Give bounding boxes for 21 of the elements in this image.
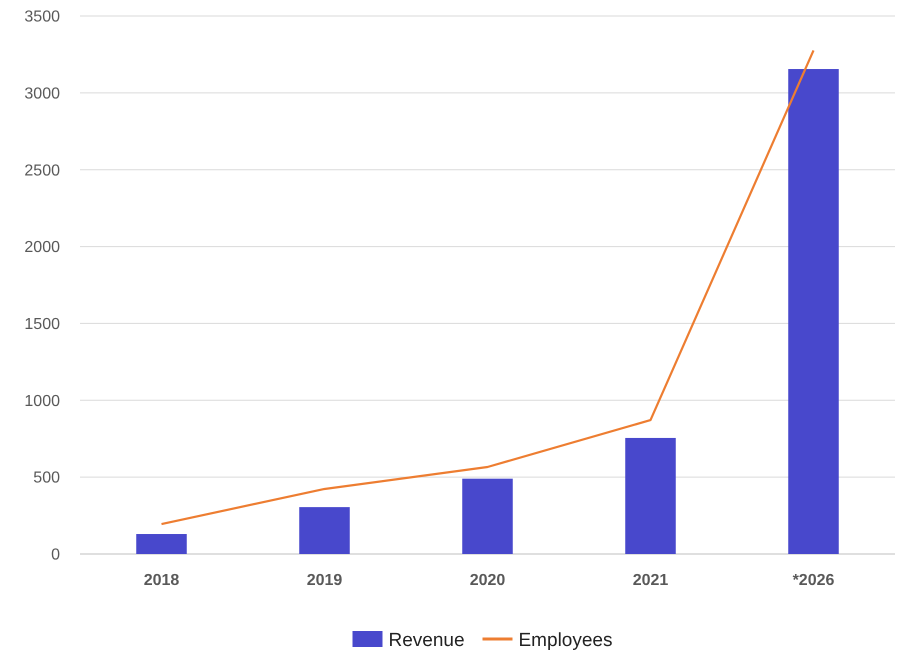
bar bbox=[788, 69, 839, 554]
bar bbox=[625, 438, 676, 554]
line-series bbox=[160, 49, 815, 526]
y-tick-label: 0 bbox=[51, 546, 60, 564]
bar bbox=[462, 478, 513, 554]
y-tick-label: 3500 bbox=[24, 8, 60, 26]
legend-label: Employees bbox=[518, 630, 612, 651]
y-tick-label: 500 bbox=[33, 470, 60, 487]
bar bbox=[136, 534, 187, 554]
y-tick-label: 2500 bbox=[24, 162, 60, 180]
x-tick-label: 2018 bbox=[144, 572, 180, 589]
y-tick-label: 2000 bbox=[24, 239, 60, 256]
x-tick-label: 2021 bbox=[632, 572, 668, 589]
y-tick-label: 1500 bbox=[24, 316, 60, 334]
x-tick-label: 2020 bbox=[470, 572, 506, 589]
bar bbox=[299, 507, 350, 554]
legend-label: Revenue bbox=[388, 630, 465, 651]
y-tick-label: 3000 bbox=[24, 85, 60, 102]
x-tick-label: 2019 bbox=[306, 572, 342, 589]
y-tick-label: 1000 bbox=[24, 392, 60, 410]
x-tick-label: *2026 bbox=[792, 572, 835, 589]
